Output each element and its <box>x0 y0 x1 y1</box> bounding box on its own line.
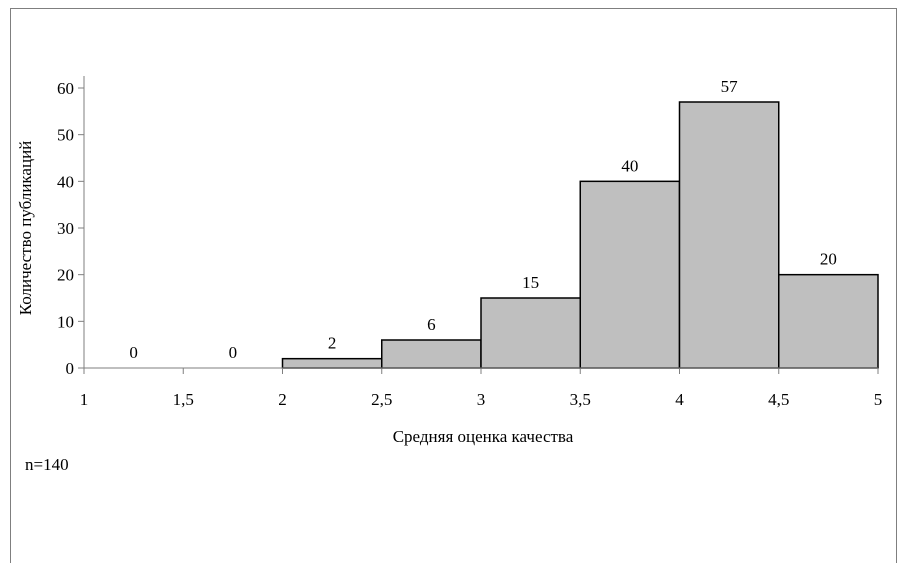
x-tick-label-0: 1 <box>80 390 89 409</box>
data-label-6: 57 <box>721 77 739 96</box>
data-label-4: 15 <box>522 273 539 292</box>
y-tick-label-1: 10 <box>57 312 74 331</box>
bar-2 <box>281 357 383 369</box>
x-tick-label-3: 2,5 <box>371 390 392 409</box>
y-tick-label-0: 0 <box>66 359 75 378</box>
data-label-5: 40 <box>621 156 638 175</box>
bar-7 <box>778 273 879 369</box>
data-label-0: 0 <box>129 343 138 362</box>
data-label-1: 0 <box>229 343 238 362</box>
chart-frame <box>10 8 897 563</box>
x-tick-label-4: 3 <box>477 390 486 409</box>
y-tick-label-3: 30 <box>57 219 74 238</box>
x-tick-label-8: 5 <box>874 390 883 409</box>
x-tick-label-6: 4 <box>675 390 684 409</box>
data-label-3: 6 <box>427 315 436 334</box>
y-tick-label-6: 60 <box>57 79 74 98</box>
bar-3 <box>381 339 482 369</box>
y-tick-label-5: 50 <box>57 126 74 145</box>
bar-6 <box>678 101 780 369</box>
data-label-2: 2 <box>328 334 337 353</box>
x-axis-title: Средняя оценка качества <box>393 427 574 446</box>
x-tick-label-5: 3,5 <box>570 390 591 409</box>
x-tick-label-7: 4,5 <box>768 390 789 409</box>
y-axis-title: Количество публикаций <box>16 141 35 316</box>
bar-4 <box>480 297 581 369</box>
sample-size-note: n=140 <box>25 455 69 474</box>
y-tick-label-4: 40 <box>57 172 74 191</box>
bar-5 <box>579 180 681 369</box>
y-tick-label-2: 20 <box>57 266 74 285</box>
data-label-7: 20 <box>820 250 837 269</box>
x-tick-label-2: 2 <box>278 390 287 409</box>
x-tick-label-1: 1,5 <box>173 390 194 409</box>
